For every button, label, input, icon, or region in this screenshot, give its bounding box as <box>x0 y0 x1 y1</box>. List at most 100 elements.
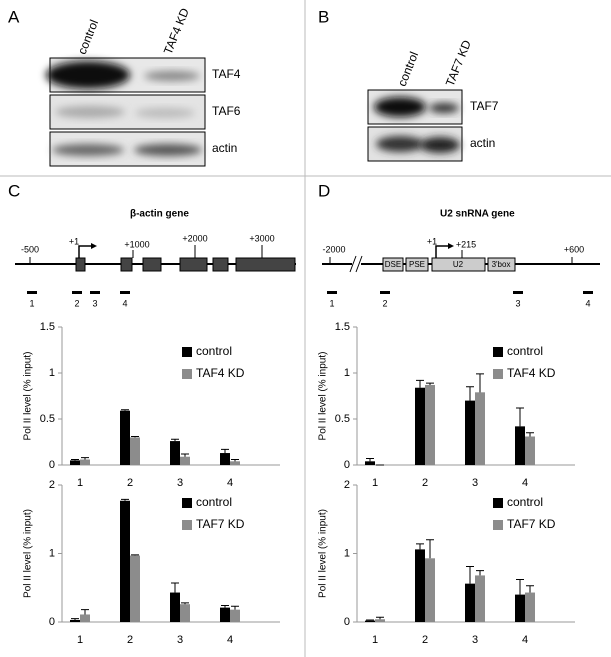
error-bar <box>516 407 524 427</box>
bar <box>80 459 90 465</box>
band-label: TAF7 <box>470 99 499 113</box>
y-tick-label: 0 <box>49 616 55 628</box>
y-tick-label: 0 <box>344 616 350 628</box>
y-tick-label: 1.5 <box>335 321 350 333</box>
element-label: PSE <box>409 260 425 269</box>
error-bar <box>171 582 179 593</box>
legend-label: TAF7 KD <box>507 517 556 531</box>
error-bar <box>81 457 89 460</box>
amplicon-label: 1 <box>329 298 334 308</box>
error-bar <box>171 438 179 442</box>
amplicon-label: 2 <box>74 298 79 308</box>
bar <box>230 609 240 622</box>
legend-label: control <box>196 495 232 509</box>
band-label: actin <box>470 136 495 150</box>
position-label: +215 <box>456 239 476 249</box>
legend-swatch <box>182 520 192 530</box>
x-tick-label: 1 <box>77 634 83 646</box>
legend-swatch <box>182 369 192 379</box>
y-tick-label: 1 <box>49 367 55 379</box>
legend-label: control <box>507 495 543 509</box>
x-tick-label: 3 <box>472 477 478 489</box>
lane-label: control <box>395 50 421 89</box>
bar <box>415 549 425 622</box>
error-bar <box>71 458 79 461</box>
x-tick-label: 1 <box>77 477 83 489</box>
error-bar <box>466 386 474 401</box>
y-tick-label: 1.5 <box>40 321 55 333</box>
legend-swatch <box>493 369 503 379</box>
y-axis-label: Pol II level (% input) <box>318 352 329 441</box>
bar <box>220 607 230 622</box>
error-bar <box>131 554 139 556</box>
bar <box>465 400 475 465</box>
position-label: +1 <box>69 236 79 246</box>
error-bar <box>221 605 229 608</box>
error-bar <box>81 609 89 615</box>
bar <box>525 592 535 622</box>
band-label: TAF6 <box>212 104 241 118</box>
blot <box>367 89 463 162</box>
y-tick-label: 0.5 <box>335 413 350 425</box>
error-bar <box>121 498 129 501</box>
error-bar <box>426 539 434 559</box>
panel-label: A <box>8 7 20 26</box>
error-bar <box>466 566 474 584</box>
error-bar <box>181 453 189 457</box>
position-label: -500 <box>21 244 39 254</box>
legend-label: TAF4 KD <box>196 366 245 380</box>
legend-swatch <box>493 520 503 530</box>
position-label: +3000 <box>249 233 274 243</box>
error-bar <box>376 616 384 620</box>
panel-label: B <box>318 7 329 26</box>
bar <box>120 410 130 465</box>
amplicon-label: 4 <box>585 298 590 308</box>
error-bar <box>476 373 484 393</box>
position-label: +1000 <box>124 239 149 249</box>
error-bar <box>181 602 189 605</box>
x-tick-label: 3 <box>177 477 183 489</box>
bar <box>80 614 90 622</box>
bar <box>70 619 80 622</box>
band-label: TAF4 <box>212 67 241 81</box>
bar <box>475 392 485 465</box>
bar <box>130 555 140 622</box>
position-label: +600 <box>564 244 584 254</box>
x-tick-label: 2 <box>422 477 428 489</box>
element-label: 3'box <box>492 260 511 269</box>
x-tick-label: 2 <box>127 477 133 489</box>
error-bar <box>416 543 424 550</box>
bar <box>170 592 180 622</box>
lane-label: control <box>75 18 101 57</box>
gene-diagram <box>322 243 600 294</box>
error-bar <box>526 432 534 437</box>
position-label: +1 <box>427 236 437 246</box>
bar <box>465 583 475 622</box>
error-bar <box>71 618 79 620</box>
x-tick-label: 2 <box>127 634 133 646</box>
x-tick-label: 4 <box>522 477 528 489</box>
bar <box>475 575 485 622</box>
y-tick-label: 1 <box>49 547 55 559</box>
error-bar <box>231 605 239 610</box>
amplicon-label: 1 <box>29 298 34 308</box>
x-tick-label: 1 <box>372 477 378 489</box>
bar <box>120 500 130 622</box>
y-tick-label: 1 <box>344 547 350 559</box>
bar <box>170 441 180 465</box>
gene-title: β-actin gene <box>130 209 189 220</box>
error-bar <box>366 458 374 462</box>
x-tick-label: 4 <box>227 634 233 646</box>
x-tick-label: 4 <box>227 477 233 489</box>
bar <box>375 619 385 622</box>
error-bar <box>526 585 534 593</box>
amplicon-label: 2 <box>382 298 387 308</box>
error-bar <box>131 435 139 438</box>
lane-label: TAF7 KD <box>443 38 474 88</box>
amplicon-label: 3 <box>515 298 520 308</box>
legend-label: control <box>196 344 232 358</box>
legend-label: TAF7 KD <box>196 517 245 531</box>
error-bar <box>416 379 424 388</box>
y-tick-label: 2 <box>49 479 55 491</box>
